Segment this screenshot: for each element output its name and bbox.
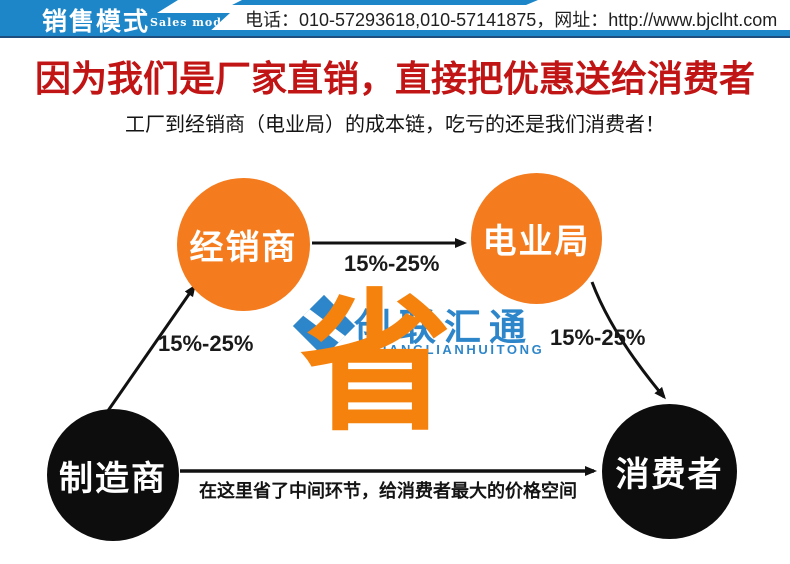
header-bottom-accent-line [0, 36, 790, 38]
edge-label-manufacturer-consumer: 在这里省了中间环节，给消费者最大的价格空间 [199, 481, 577, 501]
page-subtitle: 工厂到经销商（电业局）的成本链，吃亏的还是我们消费者！ [125, 114, 665, 136]
brand-name-cn: 创联汇通 [354, 307, 534, 348]
edge-label-manufacturer-dealer: 15%-25% [158, 331, 254, 356]
node-dealer: 经销商 [177, 178, 310, 311]
header-bottom-strip [0, 30, 790, 36]
node-consumer: 消费者 [602, 404, 737, 539]
ribbon-subtitle: Sales model [150, 16, 236, 29]
header-top-strip [232, 0, 538, 5]
edge-label-dealer-bureau: 15%-25% [344, 251, 440, 276]
arrow-manufacturer-to-dealer [94, 284, 196, 429]
header-bar: 销售模式 Sales model 电话：010-57293618,010-571… [0, 0, 790, 40]
ribbon-title: 销售模式 [42, 7, 151, 36]
node-power-bureau-label: 电业局 [482, 223, 591, 261]
node-manufacturer-label: 制造商 [59, 459, 167, 498]
edge-label-bureau-consumer: 15%-25% [550, 325, 646, 350]
page-title: 因为我们是厂家直销，直接把优惠送给消费者 [34, 58, 755, 100]
node-consumer-label: 消费者 [615, 456, 724, 494]
node-power-bureau: 电业局 [471, 173, 602, 304]
node-dealer-label: 经销商 [189, 229, 298, 267]
node-manufacturer: 制造商 [47, 409, 179, 541]
header-contact-info: 电话：010-57293618,010-57141875，网址：http://w… [245, 10, 778, 30]
arrow-power-bureau-to-consumer [590, 281, 666, 400]
save-character: 省 [300, 279, 452, 449]
brand-name-en: CHUANGLIANHUITONG [353, 342, 545, 357]
